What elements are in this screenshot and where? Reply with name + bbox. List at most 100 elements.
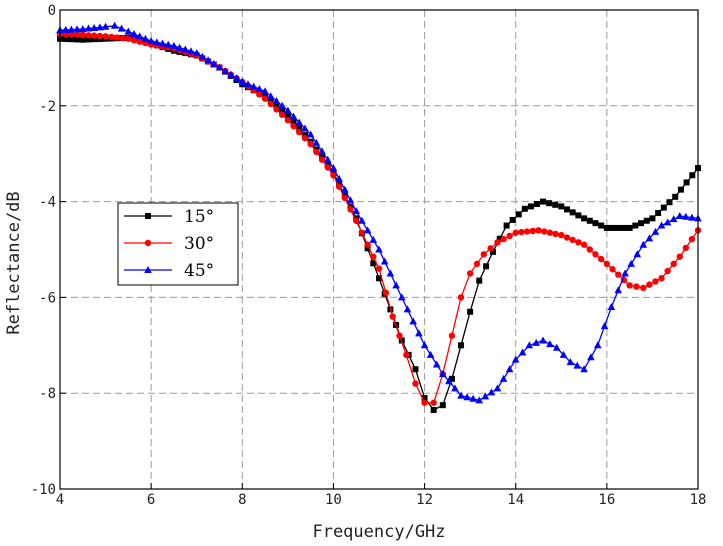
data-point	[130, 36, 138, 44]
data-point	[261, 95, 269, 102]
data-point	[79, 31, 86, 39]
data-point	[569, 209, 576, 216]
data-point	[689, 172, 696, 179]
data-point	[346, 196, 355, 204]
data-point	[552, 230, 559, 238]
data-point	[546, 200, 553, 207]
data-point	[232, 74, 241, 82]
data-point	[153, 38, 161, 46]
data-point	[261, 87, 269, 95]
data-point	[633, 250, 642, 258]
data-point	[640, 284, 647, 292]
data-point	[682, 244, 690, 252]
data-point	[284, 106, 292, 114]
data-point	[566, 358, 575, 366]
data-point	[266, 92, 275, 100]
data-point	[592, 220, 599, 227]
data-point	[494, 239, 501, 246]
data-point	[669, 215, 678, 223]
data-point	[181, 45, 190, 53]
y-tick-label: -10	[31, 482, 56, 498]
series-2	[56, 30, 702, 406]
data-point	[552, 201, 559, 208]
data-point	[421, 394, 428, 401]
data-point	[125, 35, 132, 42]
data-point	[170, 41, 178, 49]
data-point	[467, 308, 474, 315]
y-tick-label: -2	[39, 99, 56, 115]
data-point	[569, 236, 576, 244]
series-3	[56, 21, 702, 404]
data-point	[645, 234, 654, 242]
data-point	[210, 59, 218, 67]
data-point	[341, 185, 349, 193]
data-point	[215, 63, 224, 71]
x-tick-label: 16	[598, 492, 615, 508]
data-point	[575, 212, 582, 219]
data-point	[158, 39, 167, 47]
data-point	[487, 245, 494, 252]
data-point	[603, 224, 610, 231]
legend-entry-3: 45°	[124, 261, 214, 281]
data-point	[563, 206, 570, 213]
data-point	[289, 112, 298, 120]
data-point	[364, 241, 371, 248]
data-point	[335, 174, 343, 182]
data-point	[421, 399, 428, 406]
data-point	[318, 156, 326, 163]
data-point	[255, 85, 264, 93]
data-point	[580, 241, 588, 248]
data-point	[552, 343, 561, 351]
data-point	[307, 140, 314, 148]
data-point	[633, 283, 640, 290]
data-point	[527, 203, 534, 210]
legend-marker	[144, 239, 152, 247]
data-point	[523, 228, 531, 235]
data-point	[609, 224, 616, 231]
data-point	[301, 124, 309, 132]
data-point	[284, 116, 292, 124]
data-point	[330, 172, 337, 179]
data-point	[675, 211, 684, 219]
data-point	[409, 317, 417, 325]
data-point	[540, 228, 548, 235]
data-point	[487, 388, 496, 396]
data-point	[279, 107, 286, 114]
legend-label: 30°	[184, 234, 214, 254]
y-tick-label: -8	[39, 386, 56, 402]
data-point	[445, 377, 453, 385]
data-point	[324, 164, 331, 171]
data-point	[204, 56, 212, 64]
data-point	[61, 25, 70, 33]
data-point	[573, 361, 582, 369]
data-point	[620, 224, 627, 231]
data-point	[448, 375, 455, 382]
data-point	[136, 38, 143, 45]
data-point	[369, 235, 378, 243]
data-point	[323, 155, 332, 163]
data-point	[540, 198, 547, 205]
data-point	[290, 122, 297, 130]
data-point	[187, 47, 195, 55]
data-point	[587, 353, 595, 361]
data-point	[68, 31, 75, 38]
data-point	[643, 217, 650, 224]
data-point	[403, 351, 410, 359]
data-point	[90, 32, 98, 39]
data-point	[198, 52, 207, 60]
data-point	[124, 27, 133, 35]
data-point	[347, 206, 354, 213]
data-point	[532, 338, 541, 346]
data-point	[375, 265, 383, 272]
data-point	[439, 402, 446, 409]
x-tick-label: 8	[238, 492, 246, 508]
data-point	[458, 342, 465, 349]
data-point	[529, 227, 537, 235]
data-point	[296, 125, 303, 132]
data-point	[117, 24, 126, 32]
data-point	[448, 332, 456, 339]
data-point	[135, 32, 144, 40]
legend-box	[117, 202, 239, 286]
data-point	[301, 134, 309, 142]
x-tick-label: 10	[325, 492, 342, 508]
